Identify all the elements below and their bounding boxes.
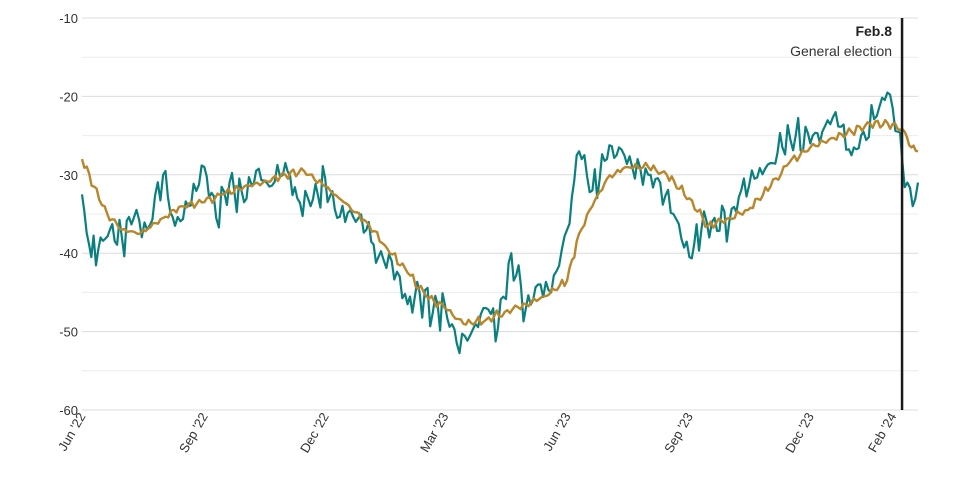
x-tick-label: Feb '24	[865, 410, 899, 455]
y-tick-label: -30	[59, 168, 78, 183]
series-line-gold	[80, 118, 919, 326]
series-group	[80, 91, 920, 355]
x-tick-label: Jun '23	[540, 410, 574, 453]
x-tick-label: Sep '22	[176, 410, 211, 455]
grid-lines	[82, 17, 918, 411]
x-tick-label: Dec '23	[782, 410, 817, 455]
y-tick-label: -60	[59, 403, 78, 418]
x-tick-label: Sep '23	[661, 410, 696, 455]
annotation-title: Feb.8	[855, 23, 892, 39]
annotation-subtitle: General election	[790, 43, 892, 59]
x-tick-label: Mar '23	[417, 410, 451, 455]
y-tick-label: -50	[59, 325, 78, 340]
election-annotation: Feb.8 General election	[790, 18, 904, 410]
series-line-teal	[80, 91, 920, 355]
x-axis: Jun '22 Sep '22 Dec '22 Mar '23 Jun '23 Sep '…	[55, 410, 899, 455]
x-tick-label: Dec '22	[297, 410, 332, 455]
y-tick-label: -20	[59, 89, 78, 104]
y-axis: -10 -20 -30 -40 -50 -60	[59, 11, 78, 418]
y-tick-label: -40	[59, 246, 78, 261]
y-tick-label: -10	[59, 11, 78, 26]
